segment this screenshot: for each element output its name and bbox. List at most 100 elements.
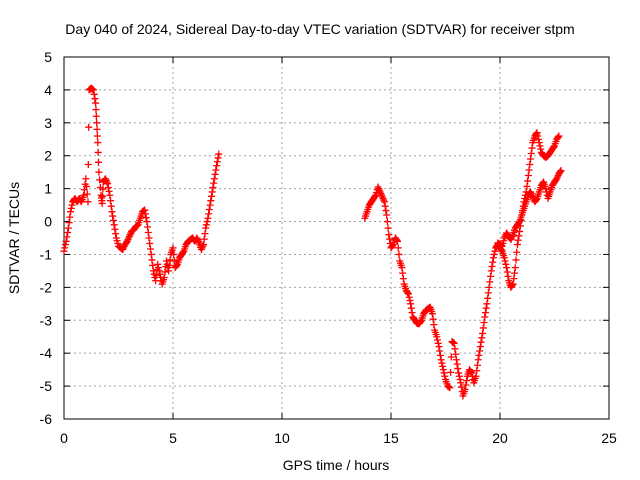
data-point bbox=[457, 379, 465, 387]
data-point bbox=[68, 201, 76, 209]
data-points bbox=[60, 84, 565, 400]
data-point bbox=[528, 191, 536, 199]
data-point bbox=[377, 190, 385, 198]
data-point bbox=[141, 210, 149, 218]
data-point bbox=[110, 221, 118, 229]
data-point bbox=[146, 239, 154, 247]
data-point bbox=[199, 242, 207, 250]
data-point bbox=[209, 184, 217, 192]
data-point bbox=[378, 191, 386, 199]
data-point bbox=[123, 237, 131, 245]
data-point bbox=[553, 173, 561, 181]
data-point bbox=[479, 329, 487, 337]
data-point bbox=[212, 166, 220, 174]
data-point bbox=[508, 281, 516, 289]
data-point bbox=[441, 372, 449, 380]
data-point bbox=[394, 237, 402, 245]
data-point bbox=[526, 161, 534, 169]
data-point bbox=[438, 359, 446, 367]
data-point bbox=[125, 234, 133, 242]
data-point bbox=[404, 290, 412, 298]
y-tick-label: -2 bbox=[40, 279, 53, 295]
data-point bbox=[83, 190, 91, 198]
data-point bbox=[141, 206, 149, 214]
data-point bbox=[455, 372, 463, 380]
data-point bbox=[101, 175, 109, 183]
data-point bbox=[486, 278, 494, 286]
data-point bbox=[452, 350, 460, 358]
data-point bbox=[516, 227, 524, 235]
data-point bbox=[202, 224, 210, 232]
data-point bbox=[483, 300, 491, 308]
data-point bbox=[433, 333, 441, 341]
x-tick-label: 10 bbox=[274, 430, 290, 446]
data-point bbox=[507, 236, 515, 244]
data-point bbox=[149, 261, 157, 269]
data-point bbox=[374, 183, 382, 191]
data-point bbox=[514, 236, 522, 244]
data-point bbox=[554, 133, 562, 141]
data-point bbox=[92, 99, 100, 107]
data-point bbox=[513, 241, 521, 249]
data-point bbox=[399, 275, 407, 283]
y-tick-label: -6 bbox=[40, 411, 53, 427]
data-point bbox=[476, 347, 484, 355]
data-point bbox=[524, 177, 532, 185]
data-point bbox=[394, 244, 402, 252]
data-point bbox=[434, 339, 442, 347]
data-point bbox=[474, 356, 482, 364]
data-point bbox=[488, 263, 496, 271]
data-point bbox=[482, 304, 490, 312]
data-point bbox=[480, 318, 488, 326]
data-point bbox=[378, 193, 386, 201]
data-point bbox=[107, 202, 115, 210]
data-point bbox=[501, 257, 509, 265]
data-point bbox=[124, 236, 132, 244]
data-point bbox=[204, 214, 212, 222]
data-point bbox=[555, 132, 563, 140]
data-point bbox=[504, 272, 512, 280]
x-axis-label: GPS time / hours bbox=[283, 457, 390, 473]
data-point bbox=[104, 184, 112, 192]
data-point bbox=[386, 235, 394, 243]
y-tick-label: 3 bbox=[44, 115, 52, 131]
data-point bbox=[417, 317, 425, 325]
data-point bbox=[375, 186, 383, 194]
data-point bbox=[407, 304, 415, 312]
data-point bbox=[550, 143, 558, 151]
data-point bbox=[527, 190, 535, 198]
data-point bbox=[152, 271, 160, 279]
data-point bbox=[194, 236, 202, 244]
data-point bbox=[67, 204, 75, 212]
data-point bbox=[462, 381, 470, 389]
data-point bbox=[473, 367, 481, 375]
data-point bbox=[454, 365, 462, 373]
data-point bbox=[380, 198, 388, 206]
data-point bbox=[108, 208, 116, 216]
data-point bbox=[479, 324, 487, 332]
data-point bbox=[91, 95, 99, 103]
data-point bbox=[489, 254, 497, 262]
data-point bbox=[537, 145, 545, 153]
plot-frame bbox=[63, 56, 610, 420]
data-point bbox=[105, 187, 113, 195]
data-point bbox=[146, 245, 154, 253]
data-point bbox=[491, 247, 499, 255]
data-point bbox=[201, 230, 209, 238]
data-point bbox=[527, 188, 535, 196]
y-tick-label: 1 bbox=[44, 181, 52, 197]
data-point bbox=[511, 264, 519, 272]
data-point bbox=[502, 260, 510, 268]
data-point bbox=[142, 214, 150, 222]
data-point bbox=[430, 321, 438, 329]
data-point bbox=[384, 224, 392, 232]
data-point bbox=[62, 237, 70, 245]
data-point bbox=[215, 150, 223, 158]
data-point bbox=[408, 309, 416, 317]
data-point bbox=[478, 334, 486, 342]
data-point bbox=[84, 198, 92, 206]
data-point bbox=[63, 233, 71, 241]
data-point bbox=[383, 218, 391, 226]
data-point bbox=[205, 210, 213, 218]
data-point bbox=[92, 112, 100, 120]
